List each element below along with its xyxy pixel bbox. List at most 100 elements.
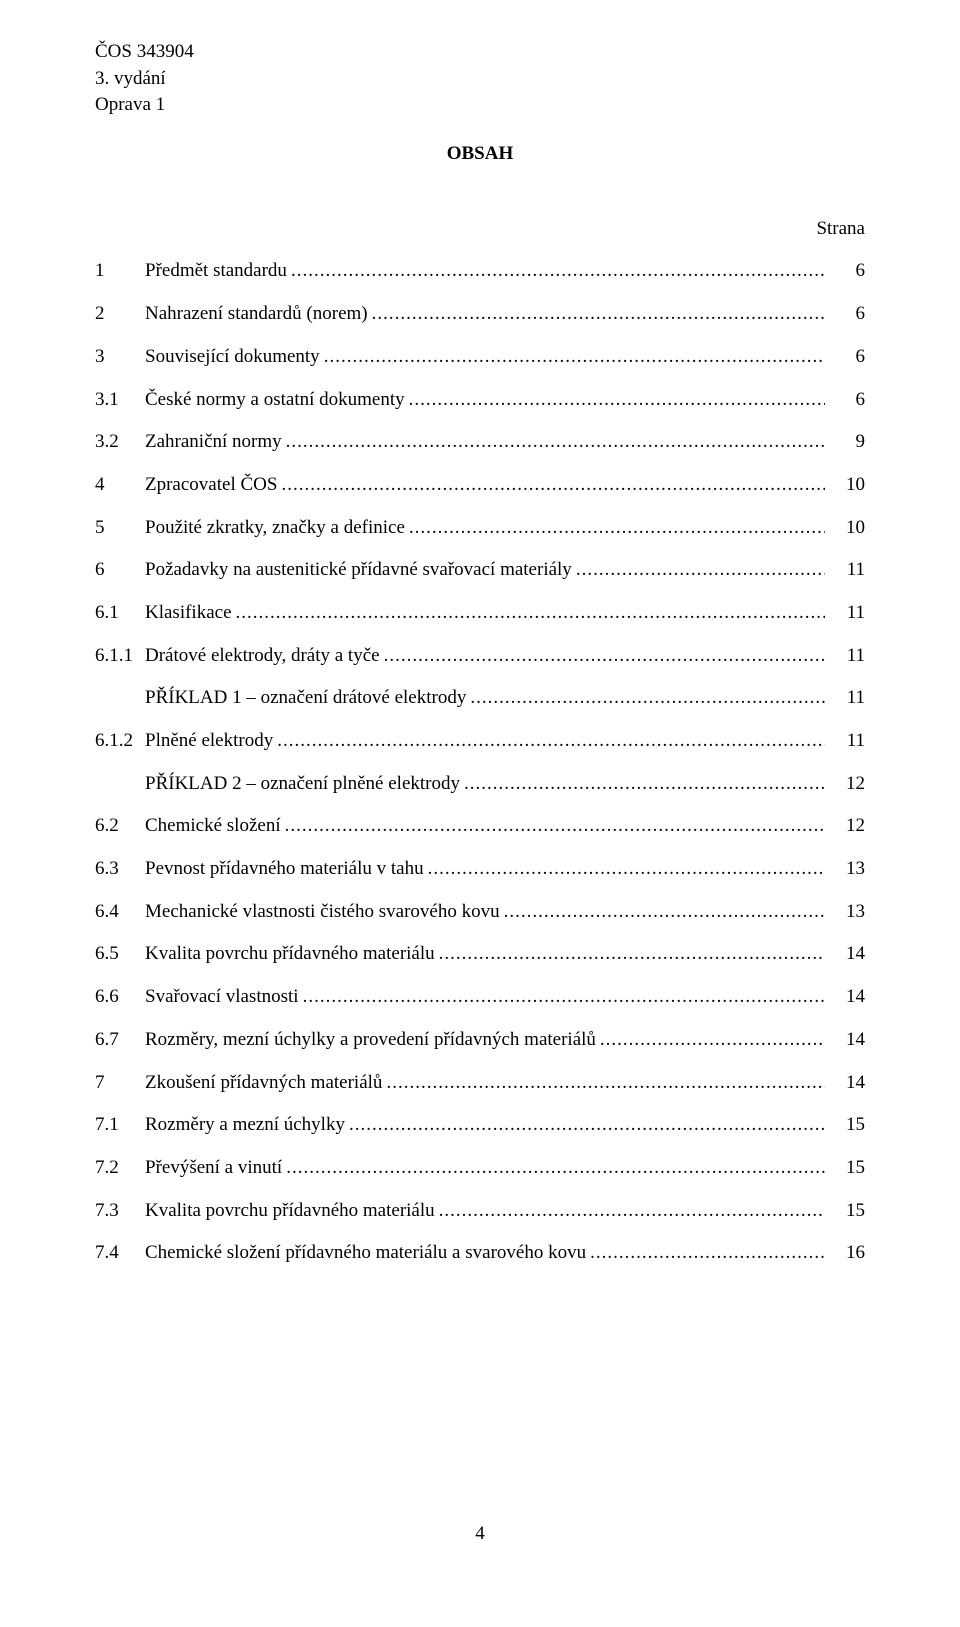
header-line-1: ČOS 343904	[95, 40, 865, 65]
toc-page-ref: 11	[825, 558, 865, 583]
toc-entry-text: Plněné elektrody	[145, 729, 825, 754]
toc-entry-text: České normy a ostatní dokumenty	[145, 388, 825, 413]
toc-entry-text: Zpracovatel ČOS	[145, 473, 825, 498]
toc-row: 5Použité zkratky, značky a definice10	[95, 516, 865, 541]
toc-page-ref: 14	[825, 985, 865, 1010]
toc-number: 2	[95, 302, 145, 327]
toc-row: 2Nahrazení standardů (norem)6	[95, 302, 865, 327]
toc-entry-text: Drátové elektrody, dráty a tyče	[145, 644, 825, 669]
page-column-header: Strana	[95, 217, 865, 242]
toc-page-ref: 11	[825, 644, 865, 669]
toc-number: 3.1	[95, 388, 145, 413]
toc-page-ref: 15	[825, 1199, 865, 1224]
toc-entry-text: Nahrazení standardů (norem)	[145, 302, 825, 327]
table-of-contents: 1Předmět standardu62Nahrazení standardů …	[95, 259, 865, 1266]
toc-number: 6	[95, 558, 145, 583]
toc-page-ref: 11	[825, 601, 865, 626]
toc-page-ref: 6	[825, 259, 865, 284]
toc-page-ref: 11	[825, 686, 865, 711]
toc-page-ref: 13	[825, 857, 865, 882]
toc-number: 4	[95, 473, 145, 498]
toc-page-ref: 9	[825, 430, 865, 455]
toc-row: 6.2Chemické složení12	[95, 814, 865, 839]
toc-number: 1	[95, 259, 145, 284]
toc-row: 3.2Zahraniční normy9	[95, 430, 865, 455]
toc-page-ref: 10	[825, 473, 865, 498]
toc-page-ref: 14	[825, 1028, 865, 1053]
toc-entry-text: Kvalita povrchu přídavného materiálu	[145, 1199, 825, 1224]
toc-row: 7.2Převýšení a vinutí15	[95, 1156, 865, 1181]
toc-number: 6.1.2	[95, 729, 145, 754]
toc-row: 7Zkoušení přídavných materiálů14	[95, 1071, 865, 1096]
toc-number: 7.4	[95, 1241, 145, 1266]
page-number: 4	[475, 1522, 485, 1547]
toc-number: 7.2	[95, 1156, 145, 1181]
toc-number: 7	[95, 1071, 145, 1096]
toc-entry-text: PŘÍKLAD 2 – označení plněné elektrody	[145, 772, 825, 797]
toc-entry-text: Převýšení a vinutí	[145, 1156, 825, 1181]
page-container: ČOS 343904 3. vydání Oprava 1 OBSAH Stra…	[95, 40, 865, 1587]
toc-number: 3.2	[95, 430, 145, 455]
toc-entry-text: Související dokumenty	[145, 345, 825, 370]
toc-entry-text: Předmět standardu	[145, 259, 825, 284]
toc-row: 6.1Klasifikace11	[95, 601, 865, 626]
toc-number: 5	[95, 516, 145, 541]
toc-number: 6.4	[95, 900, 145, 925]
toc-row: PŘÍKLAD 1 – označení drátové elektrody11	[95, 686, 865, 711]
toc-row: 6.5Kvalita povrchu přídavného materiálu1…	[95, 942, 865, 967]
toc-number: 7.1	[95, 1113, 145, 1138]
toc-entry-text: Klasifikace	[145, 601, 825, 626]
header-line-3: Oprava 1	[95, 93, 865, 118]
toc-page-ref: 16	[825, 1241, 865, 1266]
toc-number: 3	[95, 345, 145, 370]
toc-entry-text: PŘÍKLAD 1 – označení drátové elektrody	[145, 686, 825, 711]
toc-entry-text: Požadavky na austenitické přídavné svařo…	[145, 558, 825, 583]
toc-page-ref: 6	[825, 388, 865, 413]
toc-page-ref: 14	[825, 942, 865, 967]
toc-number: 6.3	[95, 857, 145, 882]
toc-number: 6.1.1	[95, 644, 145, 669]
toc-page-ref: 6	[825, 302, 865, 327]
toc-row: 4Zpracovatel ČOS10	[95, 473, 865, 498]
toc-page-ref: 15	[825, 1156, 865, 1181]
toc-page-ref: 11	[825, 729, 865, 754]
toc-number: 6.2	[95, 814, 145, 839]
toc-page-ref: 15	[825, 1113, 865, 1138]
toc-page-ref: 13	[825, 900, 865, 925]
toc-row: 1Předmět standardu6	[95, 259, 865, 284]
toc-page-ref: 6	[825, 345, 865, 370]
toc-entry-text: Zkoušení přídavných materiálů	[145, 1071, 825, 1096]
toc-row: 7.1Rozměry a mezní úchylky15	[95, 1113, 865, 1138]
toc-row: 6.3Pevnost přídavného materiálu v tahu13	[95, 857, 865, 882]
toc-row: 6.7Rozměry, mezní úchylky a provedení př…	[95, 1028, 865, 1053]
document-header: ČOS 343904 3. vydání Oprava 1	[95, 40, 865, 118]
toc-page-ref: 10	[825, 516, 865, 541]
toc-row: 7.4Chemické složení přídavného materiálu…	[95, 1241, 865, 1266]
toc-entry-text: Pevnost přídavného materiálu v tahu	[145, 857, 825, 882]
toc-number: 6.7	[95, 1028, 145, 1053]
toc-page-ref: 12	[825, 772, 865, 797]
toc-row: 6.4Mechanické vlastnosti čistého svarové…	[95, 900, 865, 925]
toc-number: 6.6	[95, 985, 145, 1010]
toc-row: 6Požadavky na austenitické přídavné svař…	[95, 558, 865, 583]
toc-number: 6.1	[95, 601, 145, 626]
toc-entry-text: Rozměry a mezní úchylky	[145, 1113, 825, 1138]
toc-row: 6.6Svařovací vlastnosti14	[95, 985, 865, 1010]
toc-row: 7.3Kvalita povrchu přídavného materiálu1…	[95, 1199, 865, 1224]
header-line-2: 3. vydání	[95, 67, 865, 92]
toc-entry-text: Chemické složení přídavného materiálu a …	[145, 1241, 825, 1266]
toc-row: 6.1.1Drátové elektrody, dráty a tyče11	[95, 644, 865, 669]
toc-row: 3Související dokumenty6	[95, 345, 865, 370]
toc-entry-text: Rozměry, mezní úchylky a provedení přída…	[145, 1028, 825, 1053]
toc-entry-text: Svařovací vlastnosti	[145, 985, 825, 1010]
toc-page-ref: 14	[825, 1071, 865, 1096]
toc-entry-text: Zahraniční normy	[145, 430, 825, 455]
toc-number: 7.3	[95, 1199, 145, 1224]
toc-row: 3.1České normy a ostatní dokumenty6	[95, 388, 865, 413]
toc-page-ref: 12	[825, 814, 865, 839]
page-title: OBSAH	[95, 142, 865, 167]
toc-entry-text: Kvalita povrchu přídavného materiálu	[145, 942, 825, 967]
toc-entry-text: Mechanické vlastnosti čistého svarového …	[145, 900, 825, 925]
toc-number: 6.5	[95, 942, 145, 967]
toc-entry-text: Chemické složení	[145, 814, 825, 839]
